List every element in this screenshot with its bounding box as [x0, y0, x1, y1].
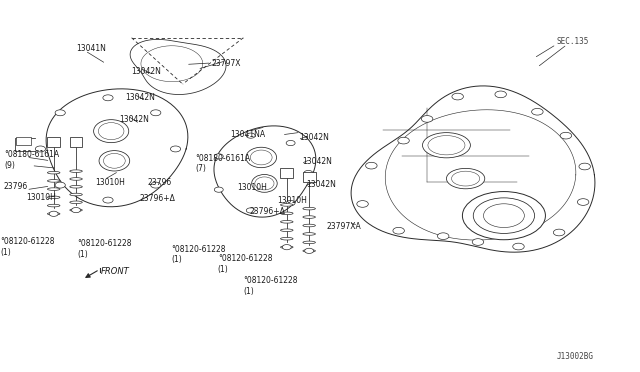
Ellipse shape [47, 171, 60, 174]
Text: 13042N: 13042N [302, 157, 332, 166]
Ellipse shape [99, 151, 130, 171]
Circle shape [398, 137, 410, 144]
Text: J13002BG: J13002BG [556, 352, 593, 361]
Text: 23796+Δ: 23796+Δ [140, 195, 176, 203]
Text: °08180-6161A
(9): °08180-6161A (9) [4, 150, 59, 170]
Circle shape [357, 201, 368, 207]
Circle shape [554, 229, 565, 236]
Text: 13042N: 13042N [132, 67, 161, 76]
Ellipse shape [280, 237, 293, 240]
Circle shape [72, 208, 81, 213]
Ellipse shape [47, 196, 60, 199]
Text: 23797XA: 23797XA [326, 222, 361, 231]
Text: 23797X: 23797X [211, 59, 241, 68]
Text: FRONT: FRONT [101, 267, 130, 276]
Ellipse shape [70, 186, 83, 188]
Circle shape [214, 154, 223, 159]
Ellipse shape [280, 221, 293, 223]
Circle shape [532, 108, 543, 115]
Ellipse shape [70, 193, 83, 196]
Text: °08120-61228
(1): °08120-61228 (1) [1, 237, 55, 257]
Ellipse shape [303, 250, 316, 252]
Circle shape [393, 227, 404, 234]
Circle shape [282, 244, 291, 250]
Ellipse shape [303, 241, 316, 244]
FancyBboxPatch shape [70, 137, 83, 147]
Circle shape [463, 192, 545, 240]
Ellipse shape [447, 169, 484, 189]
Text: °08120-61228
(1): °08120-61228 (1) [218, 254, 273, 273]
Ellipse shape [47, 188, 60, 190]
Ellipse shape [70, 178, 83, 180]
Circle shape [495, 91, 506, 98]
Ellipse shape [280, 229, 293, 231]
FancyBboxPatch shape [16, 137, 31, 145]
FancyBboxPatch shape [280, 168, 293, 178]
FancyBboxPatch shape [303, 172, 316, 182]
Text: 13010H: 13010H [95, 178, 125, 187]
Circle shape [246, 208, 255, 213]
Circle shape [55, 110, 65, 116]
Circle shape [577, 199, 589, 205]
Text: 13041NA: 13041NA [230, 129, 266, 139]
Circle shape [150, 182, 161, 188]
Circle shape [437, 233, 449, 240]
Ellipse shape [47, 180, 60, 182]
Text: °08120-61228
(1): °08120-61228 (1) [172, 245, 226, 264]
Circle shape [246, 133, 255, 138]
Text: 13010H: 13010H [26, 193, 56, 202]
Text: 13010H: 13010H [277, 196, 307, 205]
Text: 23796+Δ: 23796+Δ [250, 208, 285, 217]
Ellipse shape [47, 204, 60, 207]
Ellipse shape [70, 170, 83, 173]
Circle shape [365, 162, 377, 169]
Text: 23796: 23796 [4, 182, 28, 190]
Ellipse shape [70, 201, 83, 203]
Ellipse shape [93, 120, 129, 142]
Ellipse shape [303, 216, 316, 218]
Text: 13042N: 13042N [119, 115, 148, 124]
Ellipse shape [303, 207, 316, 210]
Ellipse shape [280, 212, 293, 215]
Circle shape [55, 182, 65, 188]
Circle shape [103, 197, 113, 203]
Circle shape [35, 146, 45, 152]
Text: 13042N: 13042N [300, 133, 330, 142]
Circle shape [472, 239, 484, 246]
Circle shape [579, 163, 591, 170]
Circle shape [286, 141, 295, 145]
Ellipse shape [303, 232, 316, 235]
Circle shape [421, 116, 433, 122]
Circle shape [452, 93, 463, 100]
Circle shape [304, 170, 313, 176]
Text: 13042N: 13042N [125, 93, 155, 102]
Text: °08120-61228
(1): °08120-61228 (1) [243, 276, 298, 296]
Text: °08180-6161A
(7): °08180-6161A (7) [195, 154, 251, 173]
Circle shape [305, 248, 314, 253]
Circle shape [150, 110, 161, 116]
Text: 13041N: 13041N [76, 44, 106, 53]
Ellipse shape [303, 224, 316, 227]
Ellipse shape [70, 209, 83, 211]
Circle shape [49, 211, 58, 217]
Circle shape [103, 95, 113, 101]
Circle shape [286, 201, 295, 206]
Circle shape [513, 243, 524, 250]
FancyBboxPatch shape [47, 137, 60, 147]
Text: SEC.135: SEC.135 [556, 37, 589, 46]
Text: 23796: 23796 [148, 178, 172, 187]
Circle shape [560, 132, 572, 139]
Circle shape [170, 146, 180, 152]
Text: 13042N: 13042N [306, 180, 336, 189]
Text: °08120-61228
(1): °08120-61228 (1) [77, 239, 132, 259]
Circle shape [214, 187, 223, 192]
Ellipse shape [246, 147, 276, 168]
Ellipse shape [422, 133, 470, 158]
Ellipse shape [47, 212, 60, 215]
Ellipse shape [280, 203, 293, 206]
Ellipse shape [280, 246, 293, 248]
Ellipse shape [252, 174, 277, 192]
Text: 13010H: 13010H [237, 183, 267, 192]
